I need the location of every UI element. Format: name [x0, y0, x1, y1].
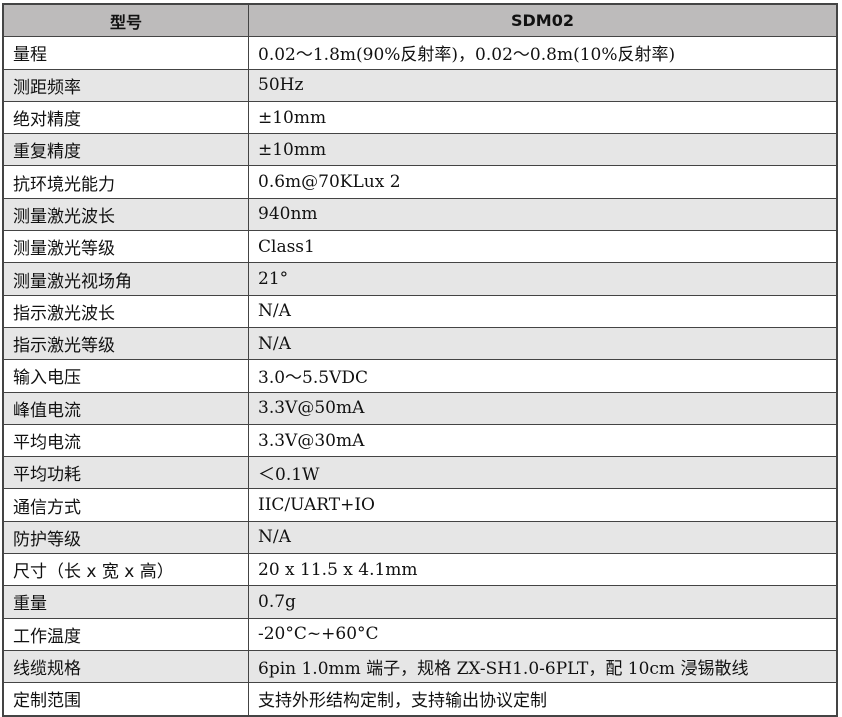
cell-value: N/A: [248, 520, 838, 555]
cell-label: 尺寸（长 x 宽 x 高）: [2, 553, 249, 587]
table-row: 绝对精度 ±10mm: [2, 100, 838, 135]
cell-label: 测量激光视场角: [2, 262, 249, 296]
table-row: 重复精度 ±10mm: [2, 133, 838, 167]
cell-label: 重量: [2, 585, 249, 619]
cell-label: 测量激光波长: [2, 197, 249, 232]
cell-value: 6pin 1.0mm 端子，规格 ZX-SH1.0-6PLT，配 10cm 浸锡…: [248, 649, 838, 684]
cell-value: 20 x 11.5 x 4.1mm: [248, 553, 838, 587]
table-row: 通信方式 IIC/UART+IO: [2, 488, 838, 522]
table-row: 线缆规格 6pin 1.0mm 端子，规格 ZX-SH1.0-6PLT，配 10c…: [2, 649, 838, 684]
cell-value: 0.02～1.8m(90%反射率)，0.02～0.8m(10%反射率): [248, 36, 838, 70]
cell-value: 0.6m@70KLux 2: [248, 165, 838, 199]
table-row: 测距频率 50Hz: [2, 68, 838, 102]
cell-value: ＜0.1W: [248, 456, 838, 490]
cell-value: 支持外形结构定制，支持输出协议定制: [248, 682, 838, 717]
table-header-row: 型号 SDM02: [2, 3, 838, 38]
cell-value: 3.0～5.5VDC: [248, 359, 838, 393]
cell-label: 防护等级: [2, 520, 249, 555]
cell-value: N/A: [248, 326, 838, 361]
cell-value: Class1: [248, 230, 838, 264]
table-row: 尺寸（长 x 宽 x 高） 20 x 11.5 x 4.1mm: [2, 553, 838, 587]
table-row: 平均电流 3.3V@30mA: [2, 423, 838, 458]
table-row: 测量激光等级 Class1: [2, 230, 838, 264]
table-row: 峰值电流 3.3V@50mA: [2, 391, 838, 425]
table-row: 定制范围 支持外形结构定制，支持输出协议定制: [2, 682, 838, 717]
cell-label: 量程: [2, 36, 249, 70]
cell-value: 3.3V@50mA: [248, 391, 838, 425]
table-row: 测量激光视场角 21°: [2, 262, 838, 296]
cell-label: 测量激光等级: [2, 230, 249, 264]
cell-label: 线缆规格: [2, 649, 249, 684]
cell-label: 测距频率: [2, 68, 249, 102]
table-row: 平均功耗 ＜0.1W: [2, 456, 838, 490]
cell-value: 940nm: [248, 197, 838, 232]
table-row: 测量激光波长 940nm: [2, 197, 838, 232]
table-row: 量程 0.02～1.8m(90%反射率)，0.02～0.8m(10%反射率): [2, 36, 838, 70]
cell-label: 指示激光等级: [2, 326, 249, 361]
cell-label: 抗环境光能力: [2, 165, 249, 199]
cell-value: -20°C~+60°C: [248, 617, 838, 651]
cell-value: 21°: [248, 262, 838, 296]
cell-label: 峰值电流: [2, 391, 249, 425]
cell-value: ±10mm: [248, 100, 838, 135]
header-param: 型号: [2, 3, 249, 38]
cell-label: 工作温度: [2, 617, 249, 651]
table-row: 工作温度 -20°C~+60°C: [2, 617, 838, 651]
cell-label: 指示激光波长: [2, 294, 249, 328]
table-row: 输入电压 3.0～5.5VDC: [2, 359, 838, 393]
table-row: 抗环境光能力 0.6m@70KLux 2: [2, 165, 838, 199]
cell-value: 3.3V@30mA: [248, 423, 838, 458]
table-row: 指示激光等级 N/A: [2, 326, 838, 361]
table-row: 防护等级 N/A: [2, 520, 838, 555]
table-row: 指示激光波长 N/A: [2, 294, 838, 328]
table-row: 重量 0.7g: [2, 585, 838, 619]
cell-value: ±10mm: [248, 133, 838, 167]
cell-label: 定制范围: [2, 682, 249, 717]
cell-label: 绝对精度: [2, 100, 249, 135]
cell-value: 50Hz: [248, 68, 838, 102]
cell-value: 0.7g: [248, 585, 838, 619]
spec-table: 型号 SDM02 量程 0.02～1.8m(90%反射率)，0.02～0.8m(1…: [2, 3, 838, 717]
cell-label: 通信方式: [2, 488, 249, 522]
cell-label: 平均电流: [2, 423, 249, 458]
header-model: SDM02: [248, 3, 838, 38]
table-body: 量程 0.02～1.8m(90%反射率)，0.02～0.8m(10%反射率) 测距频…: [2, 36, 838, 717]
cell-label: 重复精度: [2, 133, 249, 167]
cell-value: IIC/UART+IO: [248, 488, 838, 522]
cell-value: N/A: [248, 294, 838, 328]
cell-label: 平均功耗: [2, 456, 249, 490]
cell-label: 输入电压: [2, 359, 249, 393]
